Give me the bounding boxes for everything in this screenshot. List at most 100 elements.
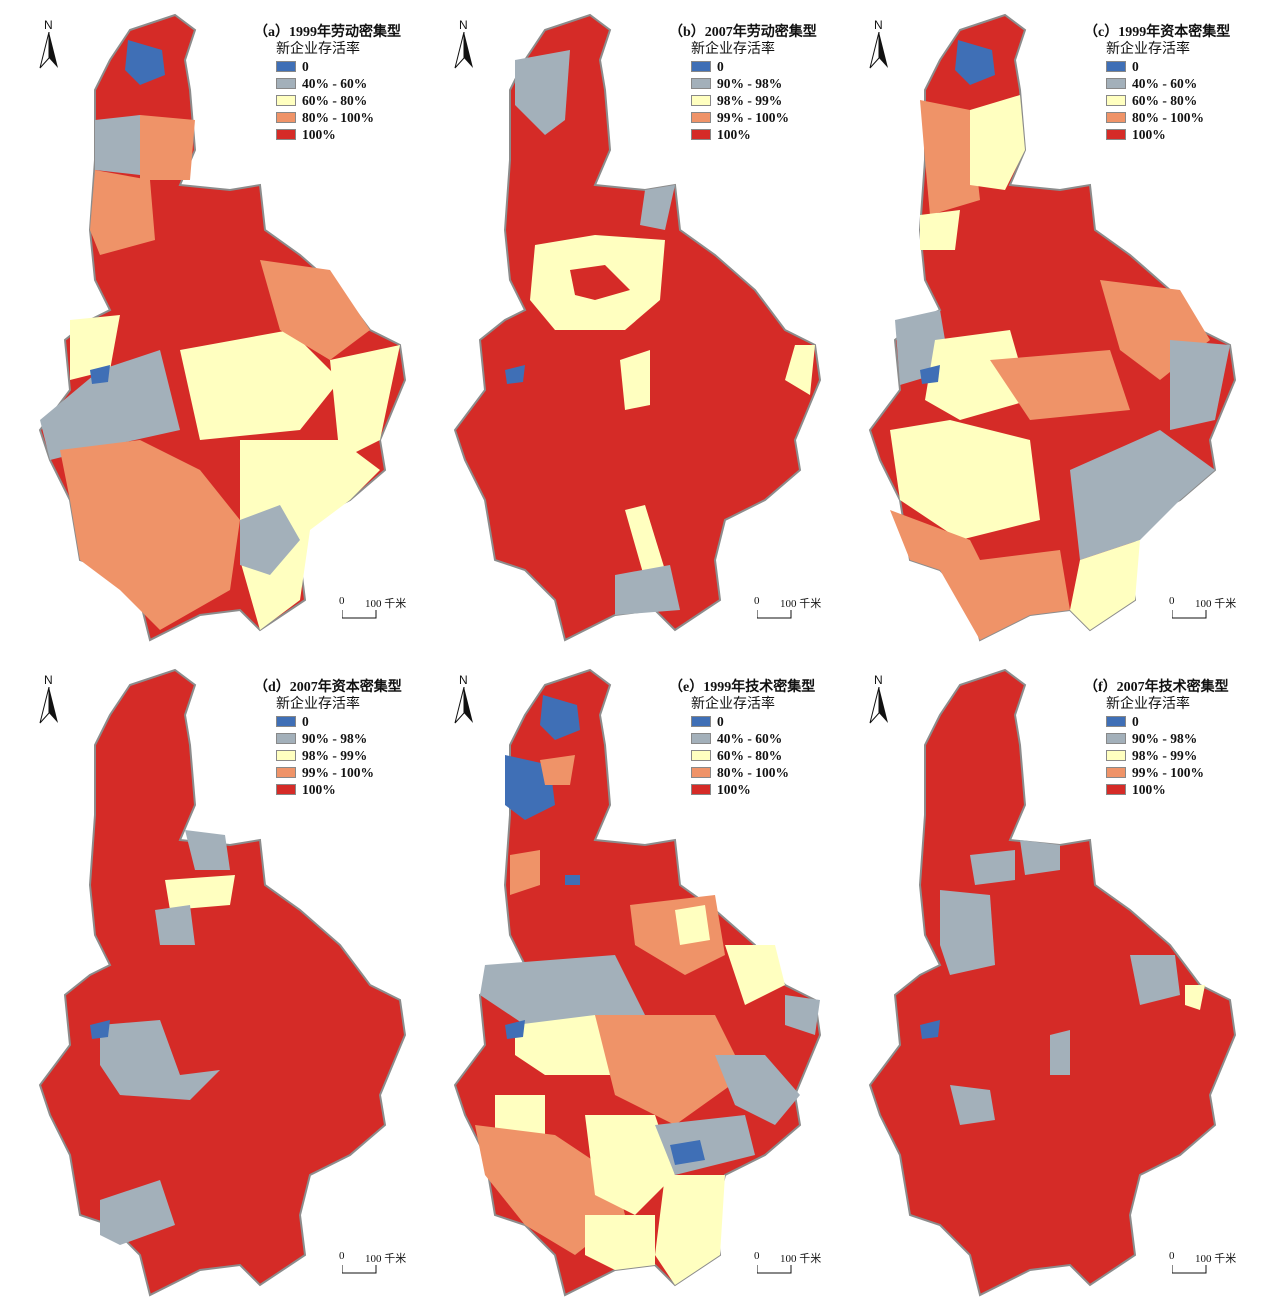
region-gray (615, 565, 680, 615)
legend-swatch (1106, 784, 1126, 795)
legend-label: 60% - 80% (1132, 92, 1198, 108)
region-gray (240, 505, 300, 575)
legend-label: 90% - 98% (1132, 730, 1198, 746)
legend-item: 0 (1084, 713, 1249, 730)
legend-swatch (691, 112, 711, 123)
region-blue (540, 695, 580, 740)
region-gray (100, 1020, 220, 1100)
legend-item: 60% - 80% (254, 92, 419, 109)
scale-zero: 0 (1169, 1250, 1175, 1262)
north-label: N (874, 18, 883, 32)
choropleth-map-f (868, 668, 1237, 1297)
legend-swatch (276, 784, 296, 795)
region-yellow (620, 350, 650, 410)
legend-label: 60% - 80% (717, 747, 783, 763)
north-arrow-icon (869, 687, 888, 724)
legend-swatch (691, 784, 711, 795)
region-gray (715, 1055, 800, 1125)
legend-item: 0 (254, 713, 419, 730)
legend-item: 99% - 100% (1084, 764, 1249, 781)
legend-label: 0 (302, 713, 309, 729)
region-blue (505, 365, 525, 384)
legend-swatch (1106, 61, 1126, 72)
region-gray (480, 955, 645, 1025)
choropleth-map-d (38, 668, 407, 1297)
legend-swatch (1106, 767, 1126, 778)
legend-item: 0 (254, 58, 419, 75)
legend-item: 80% - 100% (1084, 109, 1249, 126)
legend-item: 40% - 60% (1084, 75, 1249, 92)
region-blue (670, 1140, 705, 1165)
region-gray (940, 890, 995, 975)
choropleth-map-a (38, 13, 407, 642)
region-orange (990, 350, 1130, 420)
region-yellow (925, 330, 1030, 420)
region-gray (950, 1085, 995, 1125)
region-yellow (920, 210, 960, 250)
legend-item: 0 (669, 713, 834, 730)
scale-distance: 100 千米 (365, 598, 407, 610)
region-blue (920, 1020, 940, 1039)
scale-zero: 0 (754, 595, 760, 607)
region-yellow (165, 875, 235, 910)
scale-bar: 0 100 千米 (335, 595, 425, 625)
region-orange (980, 550, 1070, 640)
legend-label: 100% (1132, 126, 1166, 142)
legend-label: 80% - 100% (302, 109, 374, 125)
legend-label: 100% (1132, 781, 1166, 797)
legend-item: 100% (669, 126, 834, 143)
region-gray (100, 1180, 175, 1245)
legend-swatch (1106, 78, 1126, 89)
region-yellow (785, 345, 815, 395)
region-outline (453, 13, 822, 642)
legend-swatch (276, 767, 296, 778)
region-orange (140, 115, 195, 180)
region-gray (1170, 340, 1230, 430)
legend-swatch (1106, 95, 1126, 106)
legend-label: 98% - 99% (717, 92, 783, 108)
legend-swatch (1106, 716, 1126, 727)
legend-swatch (691, 61, 711, 72)
legend-item: 90% - 98% (1084, 730, 1249, 747)
legend-title: （f）2007年技术密集型 (1084, 680, 1229, 695)
legend-item: 98% - 99% (669, 92, 834, 109)
legend-item: 80% - 100% (669, 764, 834, 781)
region-orange (510, 850, 540, 895)
map-panel-d: N （d）2007年资本密集型 新企业存活率 0 90% - 98% 98% -… (0, 655, 423, 1305)
legend-label: 40% - 60% (302, 75, 368, 91)
legend: （e）1999年技术密集型 新企业存活率 0 40% - 60% 60% - 8… (669, 679, 834, 798)
legend-swatch (1106, 129, 1126, 140)
legend-label: 99% - 100% (1132, 764, 1204, 780)
legend-swatch (691, 129, 711, 140)
scale-bar-line (757, 1265, 792, 1274)
region-orange (260, 260, 370, 360)
scale-bar-line (342, 1265, 377, 1274)
region-yellow (725, 945, 785, 1005)
legend-label: 0 (717, 713, 724, 729)
legend-item: 100% (1084, 781, 1249, 798)
legend-title: （b）2007年劳动密集型 (669, 25, 817, 40)
legend-label: 98% - 99% (302, 747, 368, 763)
north-arrow: N (38, 673, 62, 725)
legend-label: 40% - 60% (1132, 75, 1198, 91)
region-gray (95, 115, 140, 175)
legend-subtitle: 新企业存活率 (1106, 697, 1190, 712)
region-yellow (515, 1015, 615, 1075)
map-panel-a: N （a）1999年劳动密集型 新企业存活率 0 40% - 60% 60% -… (0, 0, 423, 650)
scale-zero: 0 (1169, 595, 1175, 607)
region-yellow (70, 315, 120, 380)
region-blue (90, 365, 110, 384)
scale-zero: 0 (339, 1250, 345, 1262)
scale-zero: 0 (754, 1250, 760, 1262)
region-yellow (330, 345, 400, 460)
legend: （d）2007年资本密集型 新企业存活率 0 90% - 98% 98% - 9… (254, 679, 419, 798)
legend-title: （d）2007年资本密集型 (254, 680, 402, 695)
legend-label: 80% - 100% (1132, 109, 1204, 125)
region-yellow (180, 330, 340, 440)
choropleth-map-b (453, 13, 822, 642)
region-yellow (1070, 540, 1140, 630)
legend-swatch (691, 95, 711, 106)
region-gray (1020, 840, 1060, 875)
legend-subtitle: 新企业存活率 (276, 697, 360, 712)
region-gray (515, 50, 570, 135)
